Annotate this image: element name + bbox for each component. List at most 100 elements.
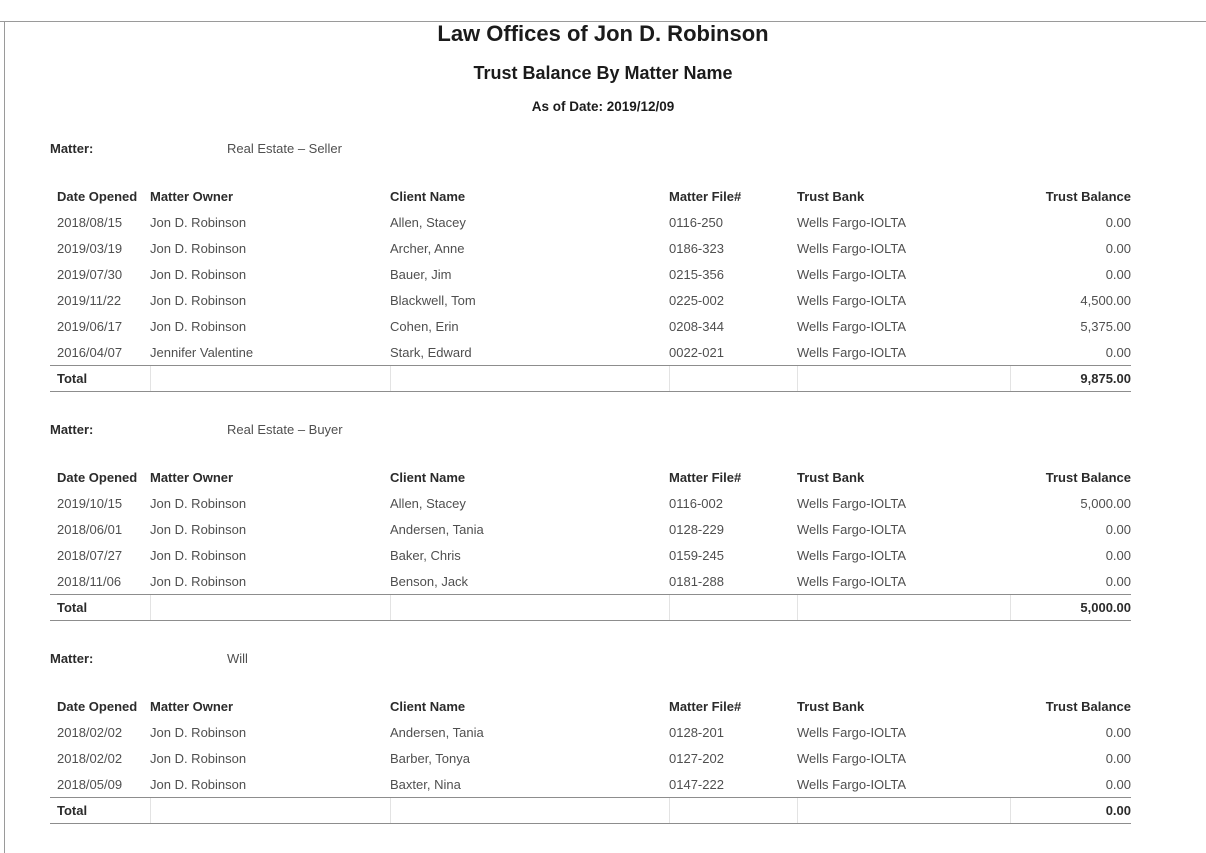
- report-body: Matter: Real Estate – Seller Date Opened…: [50, 141, 1131, 824]
- trust-balance-cell: 0.00: [1105, 776, 1131, 792]
- matter-file-cell: 0208-344: [669, 318, 724, 334]
- column-header: Trust Bank: [797, 469, 865, 485]
- matter-name: Will: [227, 651, 248, 666]
- matter-owner-cell: Jennifer Valentine: [150, 344, 254, 360]
- matter-file-cell: 0127-202: [669, 750, 724, 766]
- table-row: 2018/08/15 Jon D. Robinson Allen, Stacey 01…: [50, 209, 1131, 235]
- date-opened-cell: 2019/03/19: [57, 240, 123, 256]
- trust-bank-cell: Wells Fargo-IOLTA: [797, 521, 907, 537]
- column-header: Trust Balance: [1045, 469, 1131, 485]
- matter-owner-cell: Jon D. Robinson: [150, 750, 247, 766]
- trust-bank-cell: Wells Fargo-IOLTA: [797, 344, 907, 360]
- as-of-date: As of Date: 2019/12/09: [531, 99, 675, 114]
- matter-file-cell: 0181-288: [669, 573, 724, 589]
- table-rows: 2018/02/02 Jon D. Robinson Andersen, Tania…: [50, 719, 1131, 798]
- column-header: Date Opened: [57, 469, 138, 485]
- matter-owner-cell: Jon D. Robinson: [150, 292, 247, 308]
- column-header: Client Name: [390, 188, 466, 204]
- trust-balance-cell: 0.00: [1105, 724, 1131, 740]
- date-opened-cell: 2019/11/22: [57, 292, 122, 308]
- trust-bank-cell: Wells Fargo-IOLTA: [797, 292, 907, 308]
- matter-file-cell: 0147-222: [669, 776, 724, 792]
- matter-heading: Matter: Real Estate – Buyer: [50, 422, 1131, 437]
- table-row: 2016/04/07 Jennifer Valentine Stark, Edwar…: [50, 339, 1131, 366]
- matter-section: Matter: Real Estate – Seller Date Opened…: [50, 141, 1131, 392]
- trust-balance-cell: 0.00: [1105, 573, 1131, 589]
- trust-bank-cell: Wells Fargo-IOLTA: [797, 573, 907, 589]
- column-header: Trust Balance: [1045, 698, 1131, 714]
- column-header: Date Opened: [57, 698, 138, 714]
- page-top-border: [0, 21, 1206, 22]
- matter-owner-cell: Jon D. Robinson: [150, 266, 247, 282]
- table-row: 2019/10/15 Jon D. Robinson Allen, Stacey 01…: [50, 490, 1131, 516]
- client-name-cell: Benson, Jack: [390, 573, 469, 589]
- total-label: Total: [50, 797, 150, 824]
- column-header: Matter File#: [669, 698, 742, 714]
- trust-balance-cell: 5,000.00: [1080, 495, 1131, 511]
- table-header-row: Date Opened Matter Owner Client Name Matter…: [50, 183, 1131, 209]
- total-row: Total 0.00: [50, 797, 1131, 824]
- trust-balance-table: Date Opened Matter Owner Client Name Matter…: [50, 183, 1131, 392]
- trust-balance-cell: 0.00: [1105, 344, 1131, 360]
- table-header-row: Date Opened Matter Owner Client Name Matter…: [50, 464, 1131, 490]
- total-value: 9,875.00: [1009, 365, 1131, 392]
- matter-file-cell: 0128-201: [669, 724, 724, 740]
- date-opened-cell: 2019/07/30: [57, 266, 123, 282]
- matter-file-cell: 0116-002: [669, 495, 723, 511]
- table-row: 2019/06/17 Jon D. Robinson Cohen, Erin 0208…: [50, 313, 1131, 339]
- total-value: 0.00: [1009, 797, 1131, 824]
- trust-bank-cell: Wells Fargo-IOLTA: [797, 495, 907, 511]
- table-row: 2019/11/22 Jon D. Robinson Blackwell, Tom 0…: [50, 287, 1131, 313]
- total-label: Total: [50, 365, 150, 392]
- client-name-cell: Baxter, Nina: [390, 776, 461, 792]
- trust-bank-cell: Wells Fargo-IOLTA: [797, 724, 907, 740]
- table-row: 2018/02/02 Jon D. Robinson Barber, Tonya 01…: [50, 745, 1131, 771]
- date-opened-cell: 2019/06/17: [57, 318, 123, 334]
- client-name-cell: Andersen, Tania: [390, 521, 484, 537]
- table-row: 2018/11/06 Jon D. Robinson Benson, Jack 018…: [50, 568, 1131, 595]
- matter-name: Real Estate – Buyer: [227, 422, 343, 437]
- trust-bank-cell: Wells Fargo-IOLTA: [797, 750, 907, 766]
- trust-balance-cell: 0.00: [1105, 521, 1131, 537]
- total-row: Total 9,875.00: [50, 365, 1131, 392]
- matter-owner-cell: Jon D. Robinson: [150, 776, 247, 792]
- matter-label: Matter:: [50, 141, 94, 156]
- table-row: 2018/07/27 Jon D. Robinson Baker, Chris 015…: [50, 542, 1131, 568]
- date-opened-cell: 2016/04/07: [57, 344, 123, 360]
- trust-bank-cell: Wells Fargo-IOLTA: [797, 214, 907, 230]
- date-opened-cell: 2018/11/06: [57, 573, 122, 589]
- trust-bank-cell: Wells Fargo-IOLTA: [797, 318, 907, 334]
- column-header: Matter Owner: [150, 698, 234, 714]
- trust-balance-cell: 0.00: [1105, 750, 1131, 766]
- table-rows: 2018/08/15 Jon D. Robinson Allen, Stacey 01…: [50, 209, 1131, 366]
- matter-label: Matter:: [50, 422, 94, 437]
- trust-balance-cell: 5,375.00: [1080, 318, 1131, 334]
- matter-owner-cell: Jon D. Robinson: [150, 240, 247, 256]
- matter-owner-cell: Jon D. Robinson: [150, 318, 247, 334]
- column-header: Trust Balance: [1045, 188, 1131, 204]
- table-header-row: Date Opened Matter Owner Client Name Matter…: [50, 693, 1131, 719]
- trust-balance-cell: 0.00: [1105, 547, 1131, 563]
- matter-file-cell: 0128-229: [669, 521, 724, 537]
- trust-bank-cell: Wells Fargo-IOLTA: [797, 547, 907, 563]
- trust-balance-cell: 0.00: [1105, 266, 1131, 282]
- matter-section: Matter: Real Estate – Buyer Date Opened M…: [50, 422, 1131, 621]
- column-header: Matter Owner: [150, 188, 234, 204]
- matter-file-cell: 0186-323: [669, 240, 724, 256]
- date-opened-cell: 2019/10/15: [57, 495, 123, 511]
- matter-file-cell: 0022-021: [669, 344, 724, 360]
- matter-owner-cell: Jon D. Robinson: [150, 495, 247, 511]
- trust-bank-cell: Wells Fargo-IOLTA: [797, 266, 907, 282]
- matter-file-cell: 0225-002: [669, 292, 724, 308]
- date-opened-cell: 2018/05/09: [57, 776, 123, 792]
- matter-section: Matter: Will Date Opened Matter Owner Clie…: [50, 651, 1131, 824]
- matter-name: Real Estate – Seller: [227, 141, 342, 156]
- page-left-border: [4, 21, 5, 853]
- matter-heading: Matter: Real Estate – Seller: [50, 141, 1131, 156]
- column-header: Date Opened: [57, 188, 138, 204]
- date-opened-cell: 2018/02/02: [57, 750, 123, 766]
- column-header: Matter File#: [669, 469, 742, 485]
- matter-heading: Matter: Will: [50, 651, 1131, 666]
- client-name-cell: Allen, Stacey: [390, 214, 466, 230]
- report-header: Law Offices of Jon D. Robinson Trust Bal…: [0, 21, 1206, 115]
